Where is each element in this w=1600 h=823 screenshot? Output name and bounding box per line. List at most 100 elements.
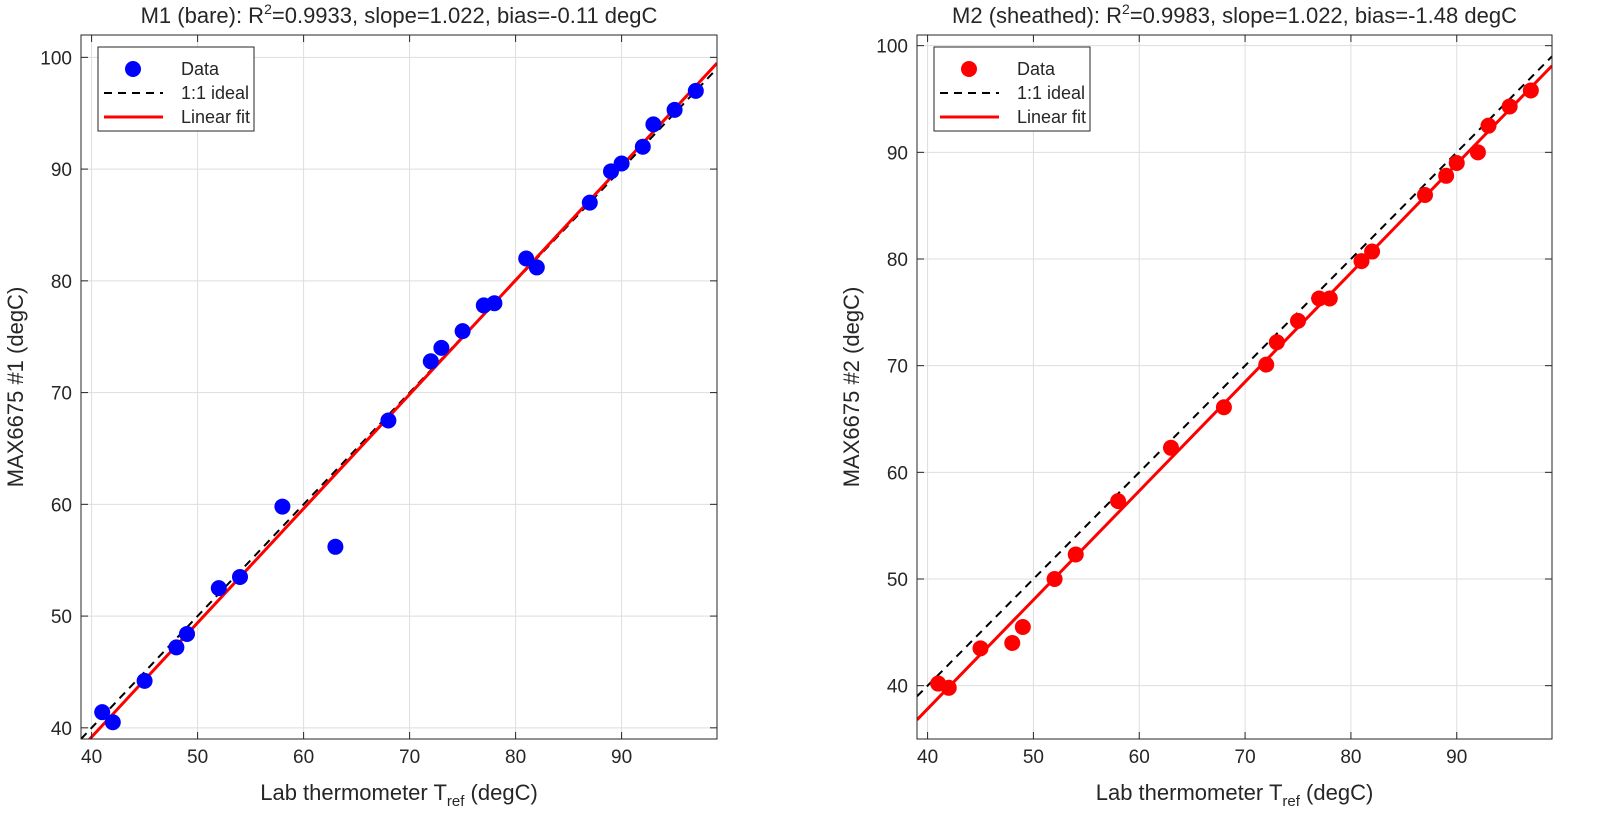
- chart-1-data-point: [454, 323, 471, 340]
- chart-1-x-axis-label-unit: (degC): [464, 780, 537, 805]
- chart-2-data-point: [1110, 493, 1127, 510]
- chart-1-title-text: M1 (bare): R: [141, 3, 264, 28]
- chart-1-data-point: [528, 259, 545, 276]
- chart-2-y-tick-label: 60: [887, 463, 908, 484]
- chart-1-data-point: [422, 353, 439, 370]
- chart-2-x-tick-label: 90: [1446, 747, 1467, 768]
- chart-2-x-tick-label: 80: [1340, 747, 1361, 768]
- chart-1-title: M1 (bare): R2=0.9933, slope=1.022, bias=…: [141, 1, 658, 28]
- chart-1-x-tick-label: 60: [293, 747, 314, 768]
- chart-2-data-point: [1469, 144, 1486, 161]
- chart-1-legend-data-marker: [125, 61, 141, 77]
- chart-2-y-tick-label: 40: [887, 677, 908, 698]
- chart-2-data-point: [1258, 356, 1275, 373]
- chart-1-data-point: [179, 625, 195, 642]
- chart-2-x-tick-label: 60: [1129, 747, 1150, 768]
- chart-1-x-tick-label: 90: [611, 747, 632, 768]
- chart-2-data-point: [1268, 334, 1285, 351]
- chart-1-x-tick-label: 50: [187, 747, 208, 768]
- chart-2-axes-box: [916, 34, 1553, 740]
- chart-2-title-text: M2 (sheathed): R: [952, 3, 1122, 28]
- chart-1-x-axis-label: Lab thermometer Tref (degC): [260, 780, 538, 810]
- chart-1-x-axis-label-text: Lab thermometer T: [260, 780, 447, 805]
- chart-2-data-point: [1321, 290, 1338, 307]
- chart-1-data-point: [433, 339, 450, 356]
- chart-1-y-tick-label: 40: [51, 719, 72, 740]
- chart-2-data-point: [1163, 439, 1179, 456]
- chart-1-data-point: [645, 116, 662, 133]
- chart-2-data-point: [940, 679, 957, 696]
- chart-1-data-point: [274, 498, 291, 515]
- chart-2-data-point: [1290, 312, 1306, 329]
- chart-2-y-tick-label: 90: [887, 143, 908, 164]
- chart-2-data-point: [972, 640, 989, 657]
- chart-2-legend-label: Data: [1017, 59, 1056, 79]
- chart-1-data-point: [210, 580, 227, 597]
- chart-1-plot-layer: [81, 62, 717, 739]
- chart-1-legend-label: Data: [181, 59, 220, 79]
- chart-1-data-point: [613, 155, 630, 172]
- chart-1-axes-box: [80, 34, 718, 740]
- chart-2-data-point: [1480, 117, 1497, 134]
- chart-1-legend-label: 1:1 ideal: [181, 83, 249, 103]
- chart-2-plot-layer: [917, 55, 1552, 721]
- chart-1-data-point: [518, 250, 535, 267]
- chart-2-data-point: [1067, 546, 1084, 563]
- chart-2-data-point: [1004, 635, 1021, 651]
- chart-1-data-point: [634, 138, 651, 155]
- chart-1-data-point: [168, 639, 185, 656]
- chart-1-data-point: [136, 672, 153, 689]
- chart-2-legend-data-marker: [961, 61, 977, 77]
- chart-1-data-point: [327, 538, 344, 555]
- chart-1-plot-area: [81, 35, 717, 739]
- chart-1-data-point: [94, 704, 111, 721]
- chart-2-y-tick-label: 80: [887, 250, 908, 271]
- chart-2-x-tick-label: 40: [917, 747, 938, 768]
- chart-1-data-point: [581, 194, 598, 211]
- chart-2-title: M2 (sheathed): R2=0.9983, slope=1.022, b…: [952, 1, 1517, 28]
- chart-1-legend: Data 1:1 ideal Linear fit: [97, 46, 255, 132]
- chart-1-y-axis-label: MAX6675 #1 (degC): [3, 287, 28, 488]
- chart-1-x-tick-label: 80: [505, 747, 526, 768]
- chart-1-data-point: [666, 101, 683, 118]
- chart-2-x-tick-label: 70: [1235, 747, 1256, 768]
- chart-2-data-point: [1438, 167, 1455, 184]
- chart-1: 40 50 60 70 80 90 40 50 60 70 80 90 100 M1 (bare): R2…: [3, 1, 718, 810]
- chart-1-data-point: [687, 82, 704, 99]
- chart-2-legend: Data 1:1 ideal Linear fit: [933, 46, 1091, 132]
- chart-2-x-tick-label: 50: [1023, 747, 1044, 768]
- chart-2-title-text-rest: =0.9983, slope=1.022, bias=-1.48 degC: [1130, 3, 1517, 28]
- chart-2-y-axis-label: MAX6675 #2 (degC): [839, 287, 864, 488]
- chart-2-legend-label: 1:1 ideal: [1017, 83, 1085, 103]
- chart-2-x-axis-label: Lab thermometer Tref (degC): [1096, 780, 1374, 810]
- chart-1-x-tick-label: 70: [399, 747, 420, 768]
- chart-2-data-point: [1501, 98, 1518, 115]
- chart-1-data-point: [380, 412, 397, 429]
- chart-1-x-tick-label: 40: [81, 747, 102, 768]
- chart-2-data-point: [1364, 243, 1381, 260]
- chart-1-y-tick-label: 80: [51, 272, 72, 293]
- chart-1-x-axis-label-subscript: ref: [447, 793, 465, 810]
- chart-2-data-point: [1014, 619, 1031, 635]
- chart-2-data-point: [1353, 253, 1370, 270]
- chart-2-data-point: [1046, 571, 1063, 587]
- chart-2-ideal-line: [917, 55, 1552, 698]
- chart-1-y-tick-label: 60: [51, 495, 72, 516]
- chart-1-title-superscript: 2: [264, 1, 272, 17]
- chart-2-x-axis-label-subscript: ref: [1282, 793, 1300, 810]
- chart-2-y-tick-label: 70: [887, 357, 908, 378]
- chart-1-y-tick-label: 90: [51, 160, 72, 181]
- chart-1-y-tick-label: 70: [51, 384, 72, 405]
- chart-2-data-point: [1522, 82, 1539, 99]
- chart-2-legend-label: Linear fit: [1017, 107, 1086, 127]
- chart-1-title-text-rest: =0.9933, slope=1.022, bias=-0.11 degC: [272, 3, 658, 28]
- chart-1-y-tick-label: 100: [40, 48, 72, 69]
- chart-2-x-axis-label-unit: (degC): [1300, 780, 1373, 805]
- chart-2-y-tick-label: 100: [876, 37, 908, 58]
- chart-2-data-point: [1417, 187, 1433, 203]
- chart-2-data-point: [1215, 399, 1232, 416]
- chart-1-data-point: [104, 714, 121, 731]
- chart-2: 40 50 60 70 80 90 40 50 60 70 80 90 100 M2 (sheathed)…: [839, 1, 1553, 810]
- chart-2-x-axis-label-text: Lab thermometer T: [1096, 780, 1283, 805]
